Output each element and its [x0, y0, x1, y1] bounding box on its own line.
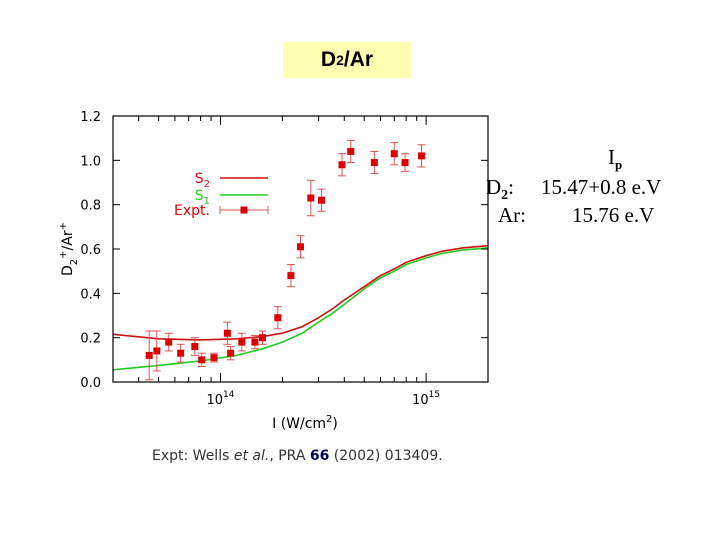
data-point	[251, 338, 259, 346]
ip-ar-value: 15.76 e.V	[572, 203, 655, 227]
title-rest: /Ar	[343, 48, 374, 71]
data-point	[238, 338, 246, 346]
x-axis-label-main: I (W/cm	[272, 416, 326, 432]
caption-journal: , PRA	[269, 448, 310, 464]
legend-label-sub: 2	[204, 179, 210, 190]
data-point	[198, 356, 206, 364]
y-axis-label-d: D	[60, 265, 76, 276]
x-tick-label-base: 10	[412, 393, 429, 408]
legend-label-s2: S2	[195, 171, 210, 190]
x-axis-label-close: )	[332, 416, 337, 432]
y-tick-label: 0.2	[80, 332, 101, 347]
data-point	[274, 314, 282, 322]
ip-header: Ip	[608, 145, 622, 173]
data-point	[223, 329, 231, 337]
y-tick-label: 0.0	[80, 376, 101, 391]
ip-header-main: I	[608, 145, 615, 169]
x-axis-label: I (W/cm2)	[272, 414, 338, 432]
data-point	[165, 338, 173, 346]
caption-etal: et al.	[233, 448, 270, 464]
data-point	[401, 159, 409, 167]
ip-d2-main: D	[486, 175, 502, 199]
x-tick-label-exp: 14	[223, 390, 235, 400]
ip-d2-label: D2:	[486, 175, 514, 204]
data-point	[177, 349, 185, 357]
data-point	[370, 159, 378, 167]
data-point	[318, 196, 326, 204]
x-tick-label: 1014	[207, 390, 235, 408]
y-tick-label: 0.4	[80, 287, 101, 302]
title-subscript: 2	[336, 52, 344, 68]
y-axis-label: D2+/Ar+	[58, 222, 80, 276]
data-point	[390, 150, 398, 158]
legend-label-sub: 1	[204, 196, 210, 207]
caption-prefix: Expt: Wells	[152, 448, 234, 464]
data-point	[297, 243, 305, 251]
legend-label-main: Expt.	[174, 203, 210, 219]
x-axis-label-exp: 2	[326, 414, 332, 425]
legend-label-main: S	[195, 188, 204, 204]
data-point	[258, 334, 266, 342]
y-axis-label-ar: /Ar	[60, 230, 76, 250]
data-point	[227, 349, 235, 357]
data-point	[338, 161, 346, 169]
ip-header-sub: p	[615, 157, 623, 173]
ip-d2-sub: 2	[501, 188, 509, 204]
data-point	[307, 194, 315, 202]
caption: Expt: Wells et al., PRA 66 (2002) 013409…	[152, 448, 443, 464]
caption-volume: 66	[309, 448, 330, 464]
data-point	[145, 351, 153, 359]
ip-d2-value: 15.47+0.8 e.V	[541, 175, 662, 199]
slide-title: D 2/Ar	[283, 42, 411, 78]
ionization-potential-block: Ip D2: 15.47+0.8 e.V Ar: 15.76 e.V	[486, 145, 686, 235]
x-tick-label-exp: 15	[429, 390, 440, 400]
y-axis-label-sub: 2	[69, 259, 80, 265]
y-tick-label: 0.6	[80, 243, 101, 258]
legend-label-s1: S1	[195, 188, 210, 207]
legend-label-expt: Expt.	[174, 203, 210, 219]
data-point	[210, 354, 218, 362]
caption-rest: (2002) 013409.	[329, 448, 443, 464]
data-point	[287, 272, 295, 280]
y-tick-label: 1.2	[80, 110, 101, 125]
y-tick-label: 0.8	[80, 199, 101, 214]
title-main: D	[320, 48, 337, 71]
data-point	[191, 343, 199, 351]
series-line-s2	[113, 244, 488, 341]
y-axis-label-plus1: +	[58, 250, 69, 258]
ip-d2-colon: :	[508, 175, 515, 199]
legend-label-main: S	[195, 171, 204, 187]
ip-ar-label: Ar:	[498, 203, 526, 227]
legend-marker-expt	[240, 206, 248, 214]
data-point	[153, 347, 161, 355]
x-tick-label: 1015	[412, 390, 440, 408]
data-point	[347, 147, 355, 155]
plot-frame	[112, 115, 489, 383]
data-point	[418, 152, 426, 160]
x-tick-label-base: 10	[207, 393, 224, 408]
y-tick-label: 1.0	[80, 154, 101, 169]
y-axis-label-plus2: +	[58, 222, 69, 230]
